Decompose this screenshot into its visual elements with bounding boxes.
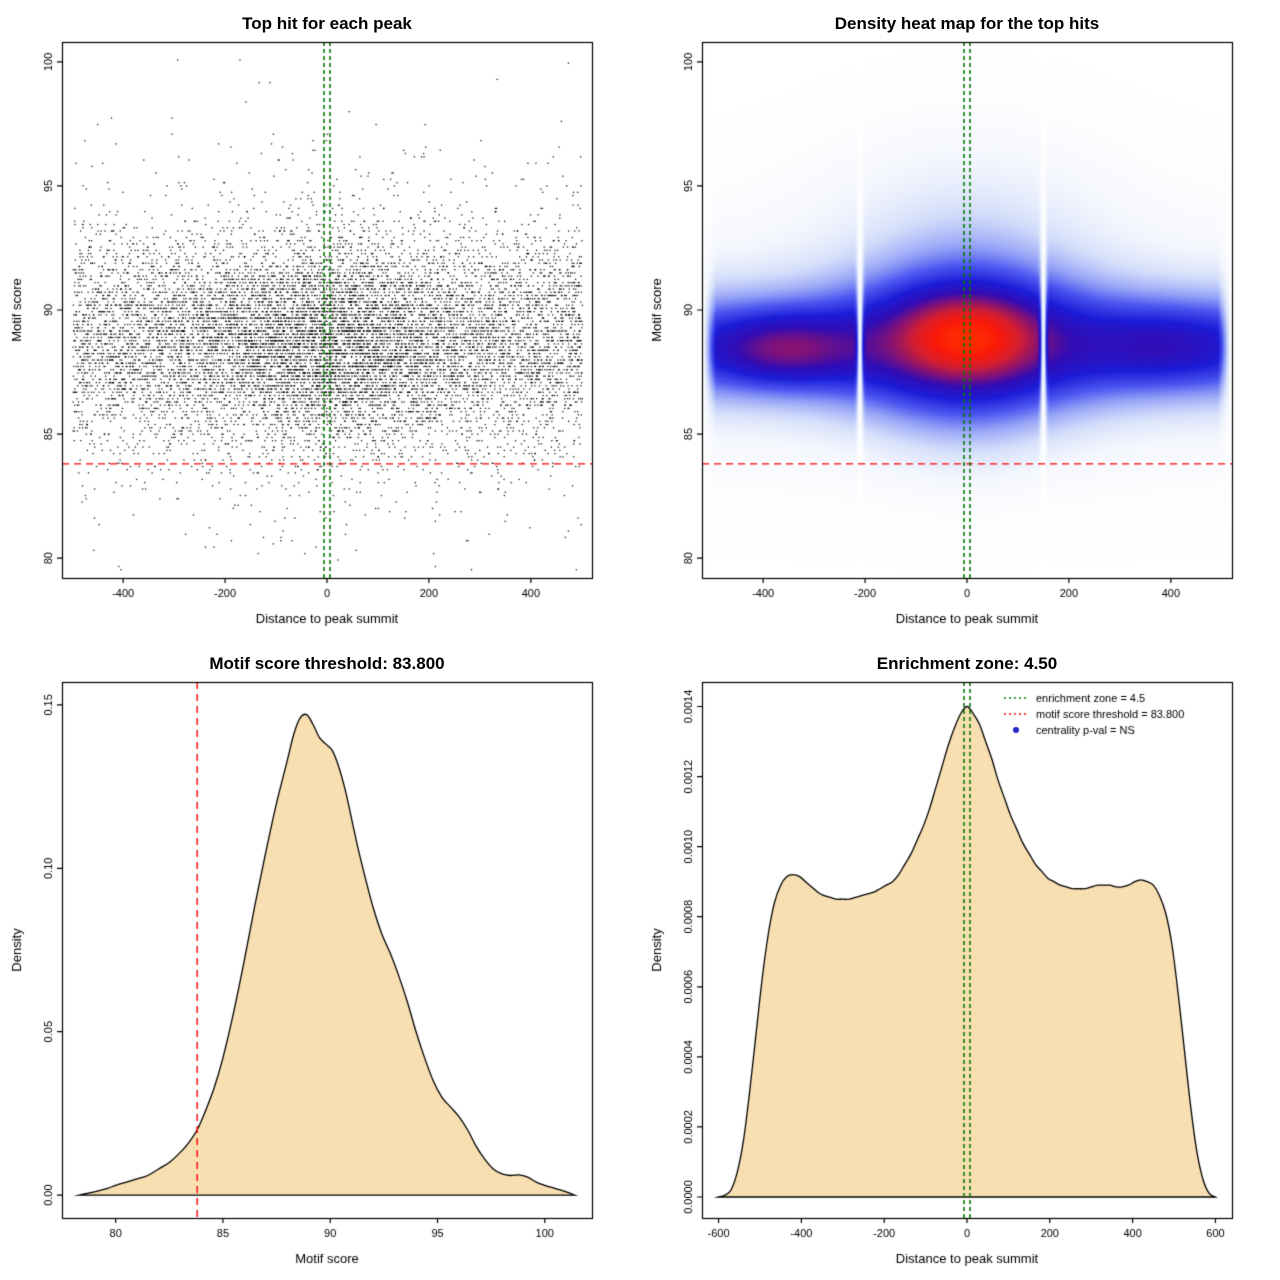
panel-position-density: Enrichment zone: 4.50: [640, 640, 1280, 1280]
panel-motif-score-density: Motif score threshold: 83.800: [0, 640, 640, 1280]
position-density-canvas: [640, 640, 1280, 1280]
plot-title-heatmap: Density heat map for the top hits: [834, 14, 1100, 33]
plot-title-enrichment-zone: Enrichment zone: 4.50: [876, 654, 1058, 673]
top-hit-scatter-canvas: [0, 0, 640, 640]
panel-top-hit-scatter: Top hit for each peak: [0, 0, 640, 640]
plot-title-score-threshold: Motif score threshold: 83.800: [209, 654, 445, 673]
motif-score-density-canvas: [0, 640, 640, 1280]
plot-title-top-hit: Top hit for each peak: [242, 14, 412, 33]
panel-density-heatmap: Density heat map for the top hits: [640, 0, 1280, 640]
density-heatmap-canvas: [640, 0, 1280, 640]
